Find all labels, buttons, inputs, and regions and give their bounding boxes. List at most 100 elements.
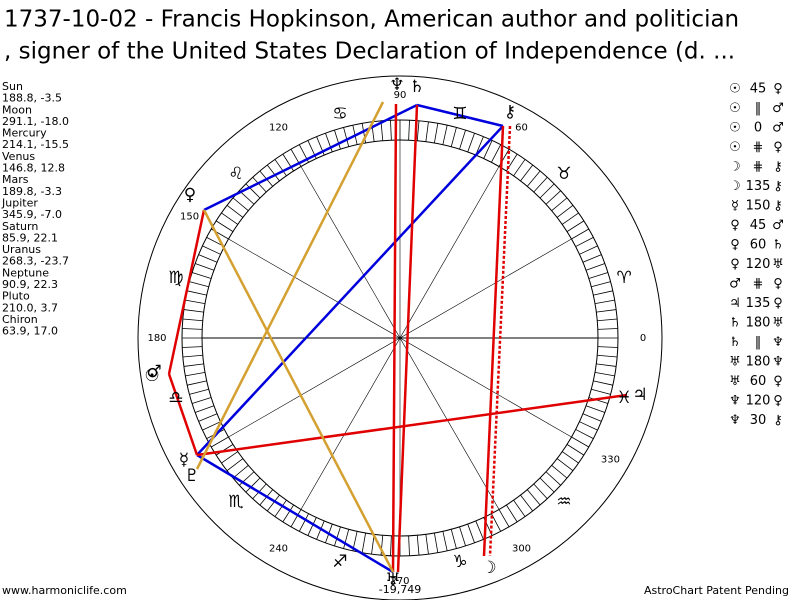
ring-hatch — [556, 458, 574, 472]
aspect-type: ⋕ — [753, 160, 764, 175]
ring-hatch — [425, 121, 429, 142]
aspect-type: 135 — [746, 179, 771, 194]
planet-glyph: ♂ — [146, 362, 161, 382]
ring-hatch — [594, 371, 615, 377]
sign-glyph: ♊ — [452, 104, 467, 124]
ring-hatch — [597, 318, 618, 322]
ring-hatch — [245, 477, 261, 493]
ring-hatch — [198, 254, 218, 263]
ring-hatch — [513, 499, 526, 517]
ring-hatch — [467, 523, 475, 543]
ring-hatch — [187, 380, 207, 386]
ring-hatch — [307, 517, 317, 536]
planet-position: 214.1, -15.5 — [2, 138, 69, 151]
aspect-type: 45 — [750, 218, 767, 233]
aspect-planet: ♂ — [772, 121, 784, 136]
aspect-type: ‖ — [755, 335, 762, 350]
aspect-planet: ♄ — [772, 238, 784, 253]
ring-hatch — [416, 120, 420, 141]
title-line: , signer of the United States Declaratio… — [4, 39, 735, 65]
ring-hatch — [390, 120, 392, 141]
aspect-line — [196, 125, 504, 456]
ring-hatch — [579, 245, 598, 255]
title-line: 1737-10-02 - Francis Hopkinson, American… — [4, 7, 739, 33]
ring-hatch — [585, 405, 605, 413]
aspect-type: 60 — [750, 238, 767, 253]
planet-position: 146.8, 12.8 — [2, 162, 65, 175]
aspect-type: 180 — [746, 355, 771, 370]
aspect-type: ⋕ — [753, 277, 764, 292]
ring-hatch — [252, 177, 267, 193]
ring-hatch — [416, 535, 420, 556]
planet-position: 189.8, -3.3 — [2, 185, 62, 198]
degree-label: 300 — [512, 543, 531, 554]
ring-hatch — [425, 534, 429, 555]
planet-position: 268.3, -23.7 — [2, 255, 69, 268]
planet-name: Venus — [2, 150, 35, 163]
aspect-planet: ♀ — [730, 238, 740, 253]
aspect-planet: ♆ — [772, 355, 784, 370]
planet-glyph: ♄ — [409, 77, 424, 97]
ring-hatch — [189, 388, 209, 395]
house-line — [228, 238, 572, 438]
aspect-line — [195, 101, 385, 470]
ring-hatch — [408, 535, 410, 556]
ring-hatch — [191, 397, 212, 404]
aspect-type: ⋕ — [753, 140, 764, 155]
ring-hatch — [282, 153, 294, 172]
sign-glyph: ♎ — [168, 388, 183, 408]
ring-hatch — [343, 127, 350, 147]
aspect-type: 135 — [746, 296, 771, 311]
aspect-planet: ⚷ — [773, 413, 783, 428]
ring-hatch — [442, 531, 448, 551]
aspect-planet: ♀ — [773, 82, 783, 97]
ring-hatch — [232, 464, 249, 479]
aspect-line — [391, 103, 398, 573]
ring-hatch — [545, 471, 561, 486]
aspect-line — [416, 103, 504, 128]
aspect-planet: ⚷ — [773, 179, 783, 194]
ring-hatch — [202, 245, 221, 255]
aspect-planet: ♃ — [729, 296, 741, 311]
aspect-line — [396, 104, 419, 573]
ring-hatch — [232, 197, 249, 212]
aspect-lines — [167, 101, 628, 574]
ring-hatch — [195, 405, 215, 413]
ring-hatch — [183, 363, 204, 367]
planet-name: Jupiter — [1, 197, 38, 210]
ring-hatch — [433, 123, 439, 144]
aspect-planet: ♂ — [729, 277, 741, 292]
ring-hatch — [450, 127, 457, 147]
planet-name: Neptune — [2, 266, 49, 279]
ring-hatch — [245, 183, 261, 199]
aspect-line — [196, 393, 628, 457]
ring-hatch — [498, 509, 510, 527]
ring-hatch — [182, 346, 203, 348]
ring-hatch — [450, 529, 457, 549]
aspect-planet: ☉ — [729, 140, 741, 155]
aspect-type: 45 — [750, 82, 767, 97]
ring-hatch — [591, 281, 611, 288]
planet-position: 291.1, -18.0 — [2, 115, 69, 128]
aspect-planet: ♆ — [729, 394, 741, 409]
aspect-type: 120 — [746, 394, 771, 409]
sign-glyph: ♏ — [228, 492, 243, 512]
planet-glyph: ♃ — [632, 385, 647, 405]
planet-position: 85.9, 22.1 — [2, 231, 58, 244]
degree-label: 270 — [390, 576, 409, 587]
aspect-line — [167, 209, 206, 375]
aspect-planet: ♂ — [772, 218, 784, 233]
ring-hatch — [566, 220, 585, 232]
ring-hatch — [585, 263, 605, 271]
ring-hatch — [459, 129, 466, 150]
degree-label: 240 — [269, 543, 288, 554]
aspect-planet: ⚷ — [773, 160, 783, 175]
ring-hatch — [597, 346, 618, 348]
planet-name: Moon — [2, 103, 32, 116]
planet-position: 188.8, -3.5 — [2, 92, 62, 105]
planet-name: Sun — [2, 80, 23, 93]
ring-hatch — [575, 236, 594, 247]
aspect-planet: ☉ — [729, 121, 741, 136]
sign-glyph: ♈ — [616, 268, 631, 288]
ring-hatch — [298, 513, 309, 532]
